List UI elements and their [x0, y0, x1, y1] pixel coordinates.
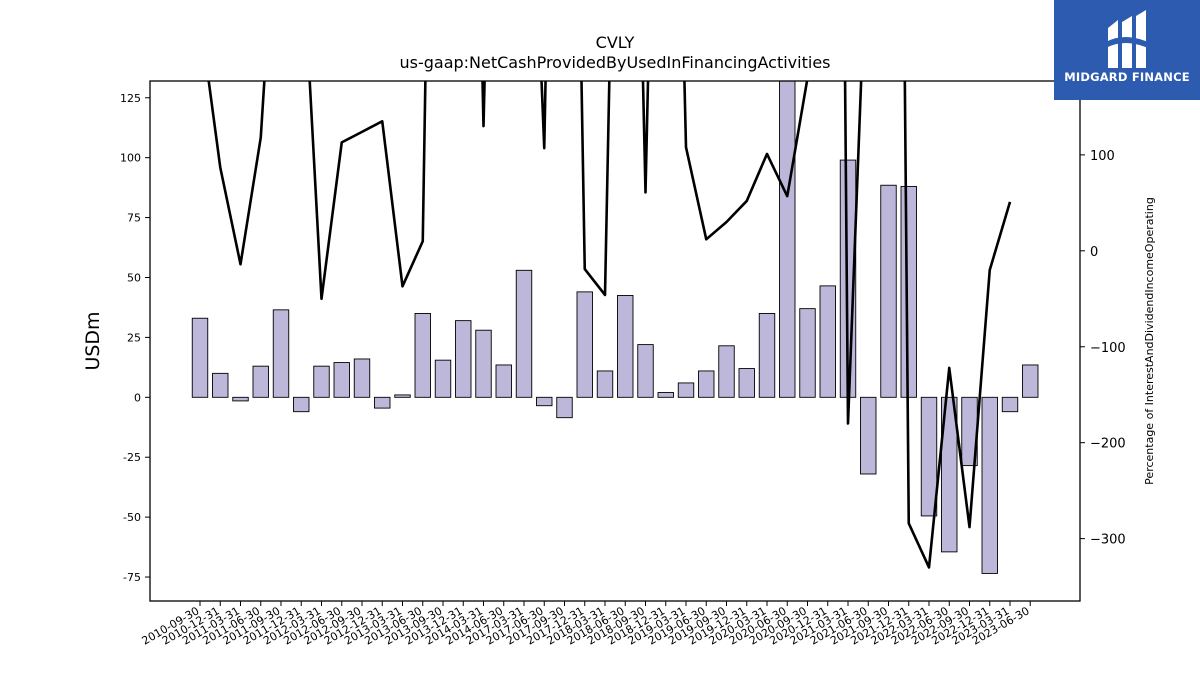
bar — [617, 295, 634, 398]
bar — [515, 269, 533, 398]
bar — [293, 396, 310, 413]
y-tick-label: 100 — [120, 152, 141, 165]
y-tick-label: -50 — [123, 511, 141, 524]
bar — [212, 372, 229, 398]
bar — [333, 362, 350, 398]
bar — [414, 312, 431, 398]
y2-tick-label: 100 — [1090, 149, 1115, 164]
y2-tick-label: −300 — [1090, 533, 1126, 548]
bar — [556, 396, 573, 419]
bar — [252, 365, 269, 398]
bar — [779, 81, 796, 398]
plot-frame — [149, 80, 1081, 602]
bar — [860, 396, 877, 475]
bar — [698, 370, 715, 398]
midgard-logo-icon — [1106, 10, 1148, 68]
bar — [941, 396, 958, 553]
bar — [637, 344, 654, 398]
bar — [758, 312, 776, 398]
bar — [1001, 396, 1019, 413]
bar — [819, 285, 836, 398]
bar — [374, 396, 391, 409]
bar — [799, 308, 816, 398]
y2-axis-label: Percentage of InterestAndDividendIncomeO… — [1143, 197, 1156, 485]
logo-text: MIDGARD FINANCE — [1064, 70, 1190, 84]
bar — [738, 368, 755, 398]
chart-subtitle: us-gaap:NetCashProvidedByUsedInFinancing… — [399, 53, 830, 72]
bar — [596, 370, 614, 398]
y-tick-label: 0 — [134, 391, 141, 404]
bar — [191, 317, 209, 398]
bar — [677, 382, 695, 398]
bar — [718, 345, 735, 398]
y2-tick-label: 0 — [1090, 245, 1098, 260]
bar — [475, 329, 492, 398]
bar — [900, 185, 917, 398]
y-axis-label: USDm — [82, 311, 104, 370]
midgard-finance-logo: MIDGARD FINANCE — [1054, 0, 1200, 100]
bar — [576, 291, 593, 398]
bar — [880, 184, 897, 398]
series-line — [207, 81, 1012, 569]
bar — [657, 392, 674, 398]
y-tick-label: 25 — [127, 331, 141, 344]
bar — [455, 320, 472, 398]
y-tick-label: -75 — [123, 571, 141, 584]
bar — [434, 359, 452, 398]
bar — [232, 396, 249, 402]
bar — [1022, 364, 1039, 398]
bar — [495, 364, 512, 398]
bar — [920, 396, 938, 517]
chart-title: CVLY — [596, 33, 635, 52]
y2-tick-label: −100 — [1090, 341, 1126, 356]
y-tick-label: 75 — [127, 212, 141, 225]
y-tick-label: -25 — [123, 451, 141, 464]
y-tick-label: 125 — [120, 92, 141, 105]
y2-tick-label: −200 — [1090, 437, 1126, 452]
bar — [353, 358, 371, 398]
bar — [394, 394, 411, 398]
bar — [313, 365, 330, 398]
bar — [536, 396, 553, 407]
bar — [272, 309, 290, 398]
bar — [981, 396, 998, 574]
y-tick-label: 50 — [127, 271, 141, 284]
